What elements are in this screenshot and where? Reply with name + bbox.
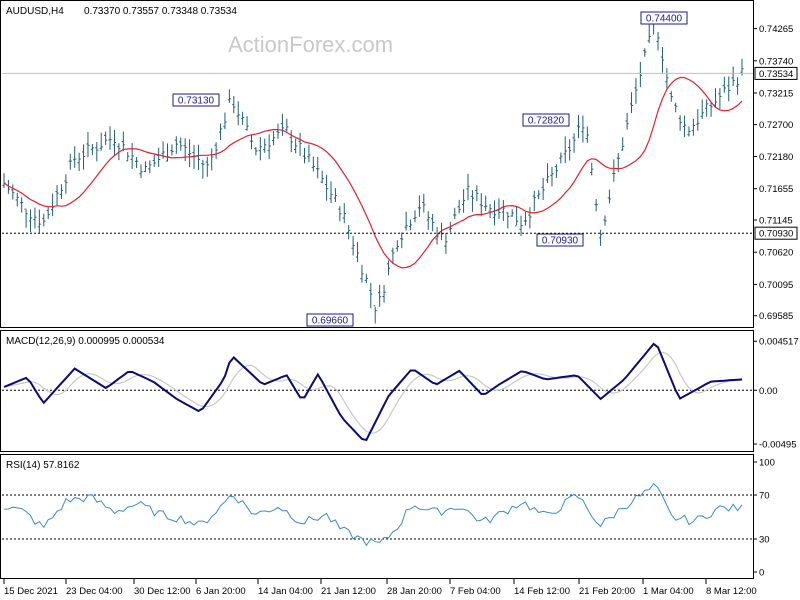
rsi-tick-label: 100 (759, 458, 775, 469)
annotation-box (522, 113, 570, 127)
time-tick-label: 14 Feb 12:00 (514, 586, 570, 597)
annotation-box (306, 313, 354, 327)
rsi-panel (0, 454, 754, 579)
price-tick-label: 0.72700 (759, 120, 793, 131)
time-tick-label: 8 Mar 12:00 (706, 586, 757, 597)
support-price-box (754, 226, 798, 240)
support-price-label: 0.70930 (759, 229, 793, 240)
price-axis: 0.74265 0.73740 0.73215 0.72700 0.72180 0.716… (753, 24, 793, 322)
annotation-box (172, 93, 220, 107)
time-tick-label: 21 Feb 20:00 (579, 586, 635, 597)
time-tick-label: 21 Jan 12:00 (321, 586, 376, 597)
price-tick-label: 0.72180 (759, 152, 793, 163)
time-tick-label: 7 Feb 04:00 (450, 586, 501, 597)
macd-signal-line (3, 351, 743, 434)
rsi-indicator: 100 70 30 0 (2, 458, 775, 579)
rsi-tick-label: 0 (759, 568, 764, 579)
rsi-line (3, 482, 743, 547)
current-price-label: 0.73534 (759, 69, 793, 80)
annotation-label: 0.72820 (528, 116, 565, 127)
rsi-tick-label: 30 (759, 535, 770, 546)
annotation-box (536, 233, 584, 247)
macd-panel (0, 330, 754, 452)
ma-line (3, 76, 743, 269)
macd-tick-label: -0.00495 (759, 440, 797, 451)
price-panel (0, 0, 754, 328)
time-tick-label: 15 Dec 2021 (4, 586, 58, 597)
watermark: ActionForex.com (228, 32, 393, 57)
annotation-label: 0.73130 (178, 96, 215, 107)
time-tick-label: 1 Mar 04:00 (643, 586, 694, 597)
price-tick-label: 0.70620 (759, 248, 793, 259)
price-tick-label: 0.74265 (759, 24, 793, 35)
time-tick-label: 6 Jan 20:00 (196, 586, 246, 597)
annotation-label: 0.69660 (312, 316, 349, 327)
price-tick-label: 0.69585 (759, 311, 793, 322)
annotation-box (640, 11, 688, 25)
current-price-box (754, 66, 798, 80)
time-tick-label: 30 Dec 12:00 (134, 586, 191, 597)
ohlc-values: 0.73370 0.73557 0.73348 0.73534 (84, 6, 237, 17)
price-tick-label: 0.70095 (759, 280, 793, 291)
time-axis: 15 Dec 2021 23 Dec 04:00 30 Dec 12:00 6 Jan… (3, 579, 757, 597)
time-tick-label: 28 Jan 20:00 (387, 586, 442, 597)
price-tick-label: 0.71655 (759, 184, 793, 195)
price-tick-label: 0.71145 (759, 215, 793, 226)
time-tick-label: 23 Dec 04:00 (66, 586, 123, 597)
macd-indicator: 0.004517 0.00 -0.00495 (2, 337, 799, 451)
moving-average (3, 76, 743, 269)
support-line: 0.73534 0.70930 (2, 66, 798, 240)
time-tick-label: 14 Jan 04:00 (258, 586, 313, 597)
price-tick-label: 0.73740 (759, 56, 793, 67)
annotation-label: 0.74400 (646, 14, 683, 25)
macd-header: MACD(12,26,9) 0.000995 0.000534 (6, 336, 165, 347)
macd-tick-label: 0.004517 (759, 337, 799, 348)
price-header: AUDUSD,H4 (6, 6, 64, 17)
price-annotations: 0.74400 0.73130 0.72820 0.70930 0.69660 (172, 11, 688, 327)
rsi-tick-label: 70 (759, 491, 770, 502)
macd-tick-label: 0.00 (759, 386, 778, 397)
macd-line (3, 342, 743, 442)
price-tick-label: 0.73215 (759, 88, 793, 99)
annotation-label: 0.70930 (542, 236, 579, 247)
price-bars (2, 16, 744, 324)
rsi-header: RSI(14) 57.8162 (6, 460, 80, 471)
